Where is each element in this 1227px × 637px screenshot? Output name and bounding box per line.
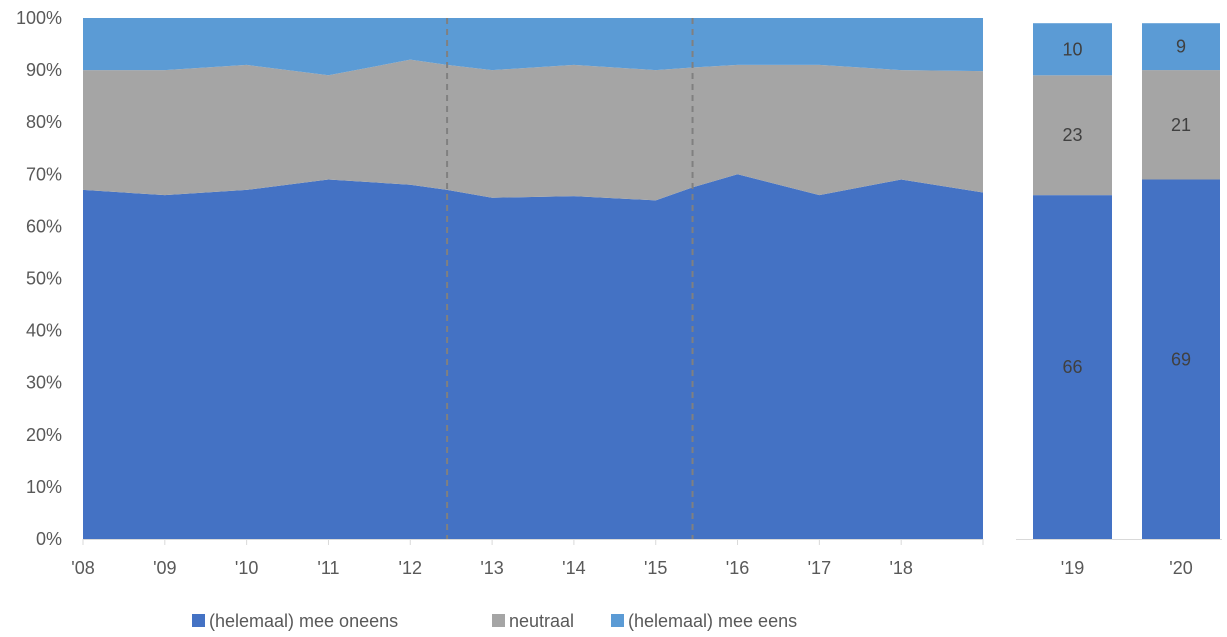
y-tick-label: 50%: [26, 269, 62, 289]
y-tick-label: 20%: [26, 425, 62, 445]
break-lines: [446, 18, 694, 539]
y-tick-label: 0%: [36, 529, 62, 549]
area-series-1: [83, 174, 983, 540]
x-tick-label: '12: [399, 558, 422, 578]
data-label: 21: [1171, 115, 1191, 135]
legend-swatch: [192, 614, 205, 627]
x-tick-label: '10: [235, 558, 258, 578]
y-tick-label: 30%: [26, 373, 62, 393]
x-tick-label: '14: [562, 558, 585, 578]
x-tick-label: '20: [1169, 558, 1192, 578]
data-label: 9: [1176, 37, 1186, 57]
y-axis: 0% 10% 20% 30% 40% 50% 60% 70% 80% 90% 100%: [16, 8, 62, 549]
legend: (helemaal) mee oneens neutraal (helemaal) …: [192, 611, 797, 631]
legend-label: (helemaal) mee oneens: [209, 611, 398, 631]
x-tick-label: '13: [480, 558, 503, 578]
bar-segment: [1142, 23, 1220, 71]
x-tick-label: '18: [889, 558, 912, 578]
y-tick-label: 40%: [26, 321, 62, 341]
bar-segment: [1033, 75, 1112, 196]
legend-swatch: [492, 614, 505, 627]
legend-label: (helemaal) mee eens: [628, 611, 797, 631]
x-tick-label: '09: [153, 558, 176, 578]
bar-segment: [1142, 70, 1220, 180]
area-plot: [83, 18, 983, 540]
y-tick-label: 10%: [26, 477, 62, 497]
x-tick-label: '16: [726, 558, 749, 578]
y-tick-label: 60%: [26, 216, 62, 236]
data-label: 10: [1062, 39, 1082, 59]
x-tick-label: '15: [644, 558, 667, 578]
bar-segment: [1033, 195, 1112, 539]
data-label: 23: [1062, 125, 1082, 145]
bar-panels: 66 23 10 '19 69 21 9 '20: [1016, 23, 1222, 578]
data-label: 66: [1062, 357, 1082, 377]
x-tick-label: '19: [1061, 558, 1084, 578]
data-label: 69: [1171, 349, 1191, 369]
legend-label: neutraal: [509, 611, 574, 631]
area-series-2: [83, 59, 983, 201]
bar-segment: [1033, 23, 1112, 76]
bar-segment: [1142, 179, 1220, 539]
x-tick-label: '11: [317, 558, 339, 578]
y-tick-label: 90%: [26, 60, 62, 80]
y-tick-label: 80%: [26, 112, 62, 132]
y-tick-label: 70%: [26, 164, 62, 184]
x-tick-label: '08: [71, 558, 94, 578]
x-axis: '08 '09 '10 '11 '12 '13 '14 '15 '16 '17 '18: [71, 539, 984, 578]
x-tick-label: '17: [808, 558, 831, 578]
legend-swatch: [611, 614, 624, 627]
area-series-3: [83, 18, 983, 76]
y-tick-label: 100%: [16, 8, 62, 28]
